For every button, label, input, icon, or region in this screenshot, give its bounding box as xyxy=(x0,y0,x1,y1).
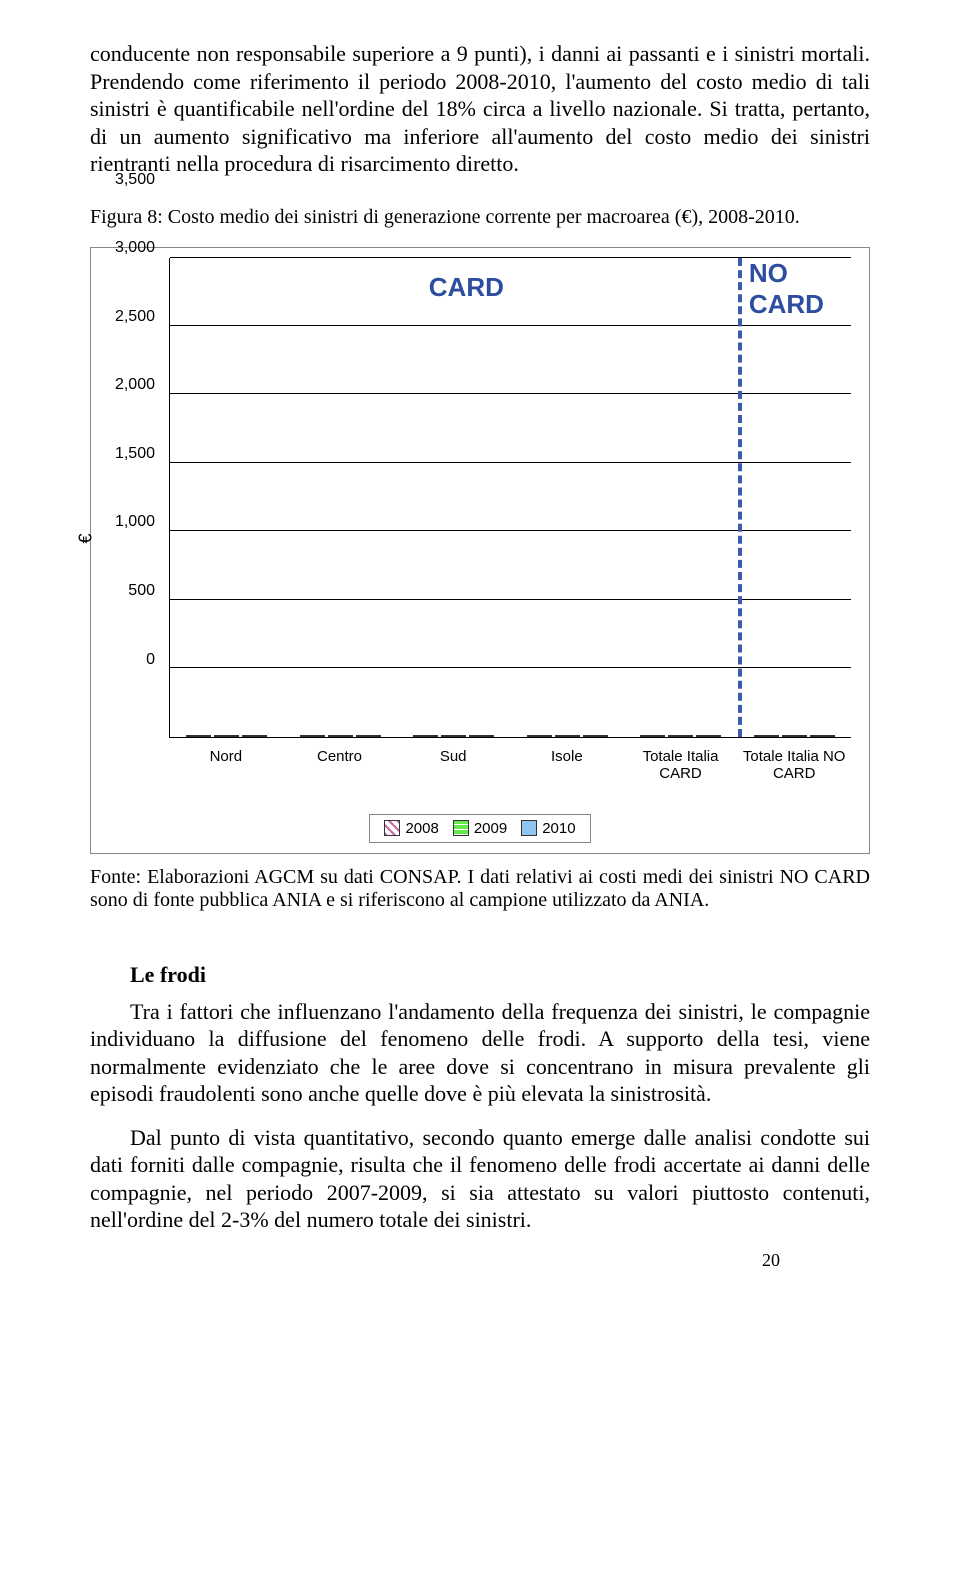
gridline xyxy=(170,462,851,463)
bar xyxy=(668,735,693,737)
chart-source: Fonte: Elaborazioni AGCM su dati CONSAP.… xyxy=(90,866,870,912)
bar xyxy=(469,735,494,737)
y-tick-label: 1,000 xyxy=(115,513,155,531)
bar xyxy=(696,735,721,737)
bar xyxy=(300,735,325,737)
card-divider xyxy=(738,258,742,737)
card-label: CARD xyxy=(429,272,504,303)
chart-area: 05001,0001,5002,0002,5003,0003,500 € CAR… xyxy=(101,258,859,798)
figure-caption: Figura 8: Costo medio dei sinistri di ge… xyxy=(90,206,870,229)
body-paragraph-1: conducente non responsabile superiore a … xyxy=(90,40,870,178)
bar-group xyxy=(397,735,510,737)
legend-label: 2009 xyxy=(474,820,507,837)
chart-legend: 2008 2009 2010 xyxy=(369,814,590,843)
gridline xyxy=(170,599,851,600)
y-tick-label: 2,000 xyxy=(115,376,155,394)
chart-container: 05001,0001,5002,0002,5003,0003,500 € CAR… xyxy=(90,247,870,854)
gridline xyxy=(170,325,851,326)
y-tick-label: 3,500 xyxy=(115,171,155,189)
bar xyxy=(583,735,608,737)
x-tick-label: Totale Italia NO CARD xyxy=(737,742,851,798)
bar xyxy=(356,735,381,737)
x-tick-label: Totale Italia CARD xyxy=(624,742,738,798)
x-axis-labels: NordCentroSudIsoleTotale Italia CARDTota… xyxy=(169,742,851,798)
y-tick-label: 500 xyxy=(128,582,155,600)
no-card-label: NOCARD xyxy=(749,258,824,320)
x-tick-label: Sud xyxy=(396,742,510,798)
legend-item: 2009 xyxy=(453,820,507,837)
bar xyxy=(441,735,466,737)
bar xyxy=(242,735,267,737)
bar xyxy=(527,735,552,737)
bar xyxy=(640,735,665,737)
bar xyxy=(328,735,353,737)
x-tick-label: Isole xyxy=(510,742,624,798)
legend-label: 2008 xyxy=(405,820,438,837)
legend-item: 2008 xyxy=(384,820,438,837)
bar xyxy=(214,735,239,737)
bar xyxy=(754,735,779,737)
page-number: 20 xyxy=(762,1250,780,1271)
y-axis-label: € xyxy=(76,533,97,543)
gridline xyxy=(170,393,851,394)
bar-group xyxy=(624,735,737,737)
bar xyxy=(186,735,211,737)
bar xyxy=(413,735,438,737)
legend-swatch xyxy=(384,820,400,836)
y-tick-label: 1,500 xyxy=(115,445,155,463)
gridline xyxy=(170,667,851,668)
y-tick-label: 3,000 xyxy=(115,239,155,257)
bar-group xyxy=(511,735,624,737)
bar xyxy=(555,735,580,737)
bar xyxy=(810,735,835,737)
x-tick-label: Nord xyxy=(169,742,283,798)
legend-label: 2010 xyxy=(542,820,575,837)
legend-item: 2010 xyxy=(521,820,575,837)
body-paragraph-2: Tra i fattori che influenzano l'andament… xyxy=(90,998,870,1108)
y-tick-label: 0 xyxy=(146,651,155,669)
x-tick-label: Centro xyxy=(283,742,397,798)
bar-group xyxy=(738,735,851,737)
plot-area: CARD NOCARD xyxy=(169,258,851,738)
y-tick-label: 2,500 xyxy=(115,308,155,326)
y-axis: 05001,0001,5002,0002,5003,0003,500 xyxy=(101,258,161,738)
bar xyxy=(782,735,807,737)
bar-group xyxy=(284,735,397,737)
gridline xyxy=(170,530,851,531)
legend-swatch xyxy=(521,820,537,836)
section-heading: Le frodi xyxy=(130,962,870,988)
body-paragraph-3: Dal punto di vista quantitativo, secondo… xyxy=(90,1124,870,1234)
bar-group xyxy=(170,735,283,737)
legend-swatch xyxy=(453,820,469,836)
